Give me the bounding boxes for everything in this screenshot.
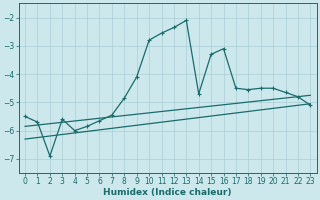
X-axis label: Humidex (Indice chaleur): Humidex (Indice chaleur) [103, 188, 232, 197]
